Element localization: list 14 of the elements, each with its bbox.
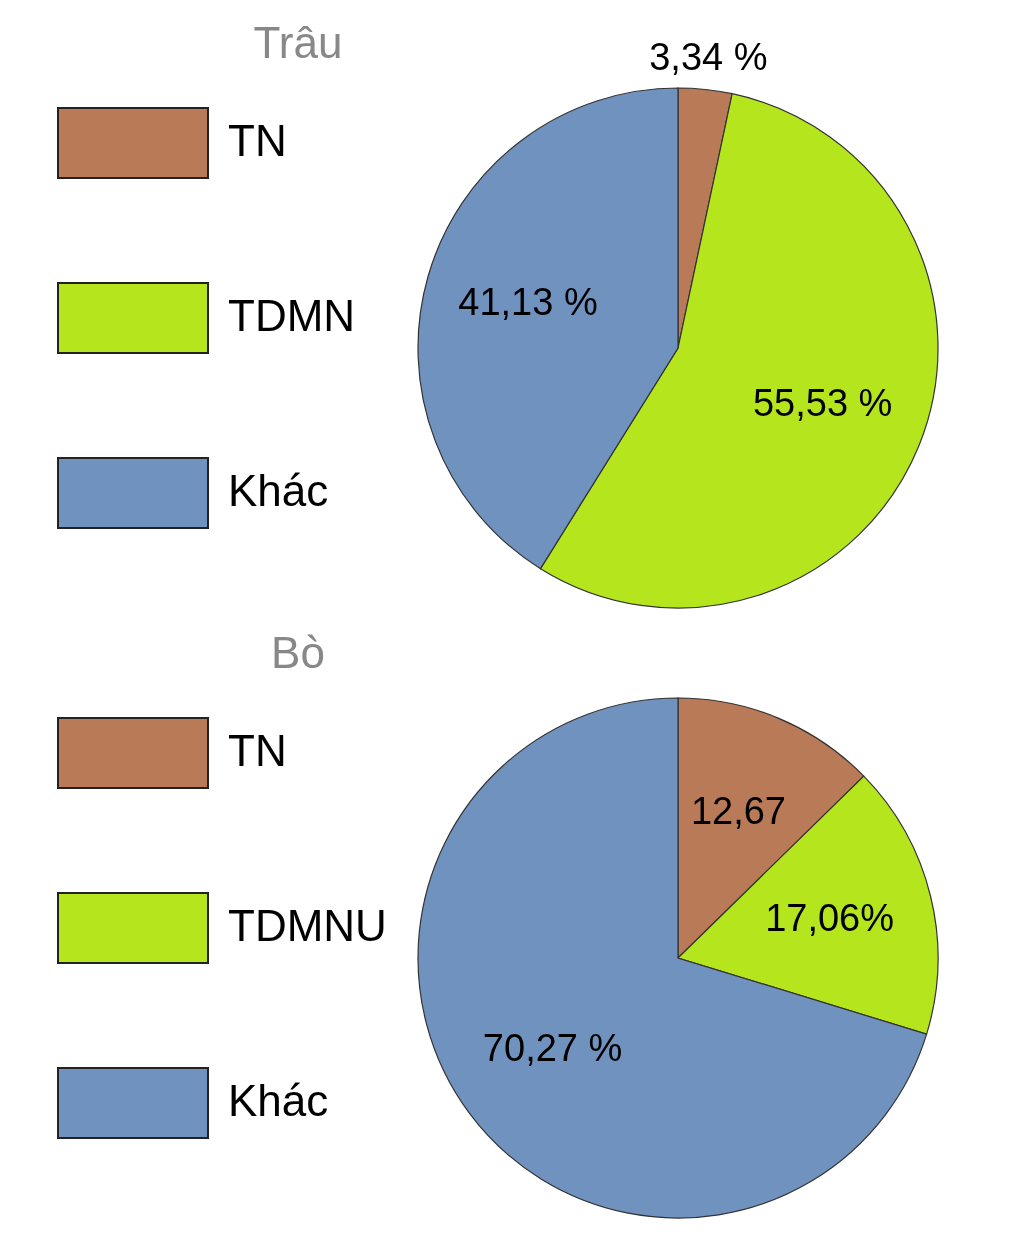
data-label: 70,27 % (482, 1026, 623, 1069)
legend-label: Khác (228, 466, 329, 515)
data-label: 3,34 % (649, 35, 768, 78)
legend-label: TDMNU (228, 901, 387, 950)
chart-title: Trâu (253, 18, 343, 67)
legend-label: TN (228, 116, 287, 165)
data-label: 12,67 (690, 790, 787, 833)
data-label: 55,53 % (752, 382, 893, 425)
legend-label: TDMN (228, 291, 356, 340)
legend-label: TN (228, 726, 287, 775)
legend-label: Khác (228, 1076, 329, 1125)
data-label: 17,06% (765, 897, 895, 940)
chart-title: Bò (271, 628, 325, 677)
data-label: 41,13 % (458, 281, 598, 324)
